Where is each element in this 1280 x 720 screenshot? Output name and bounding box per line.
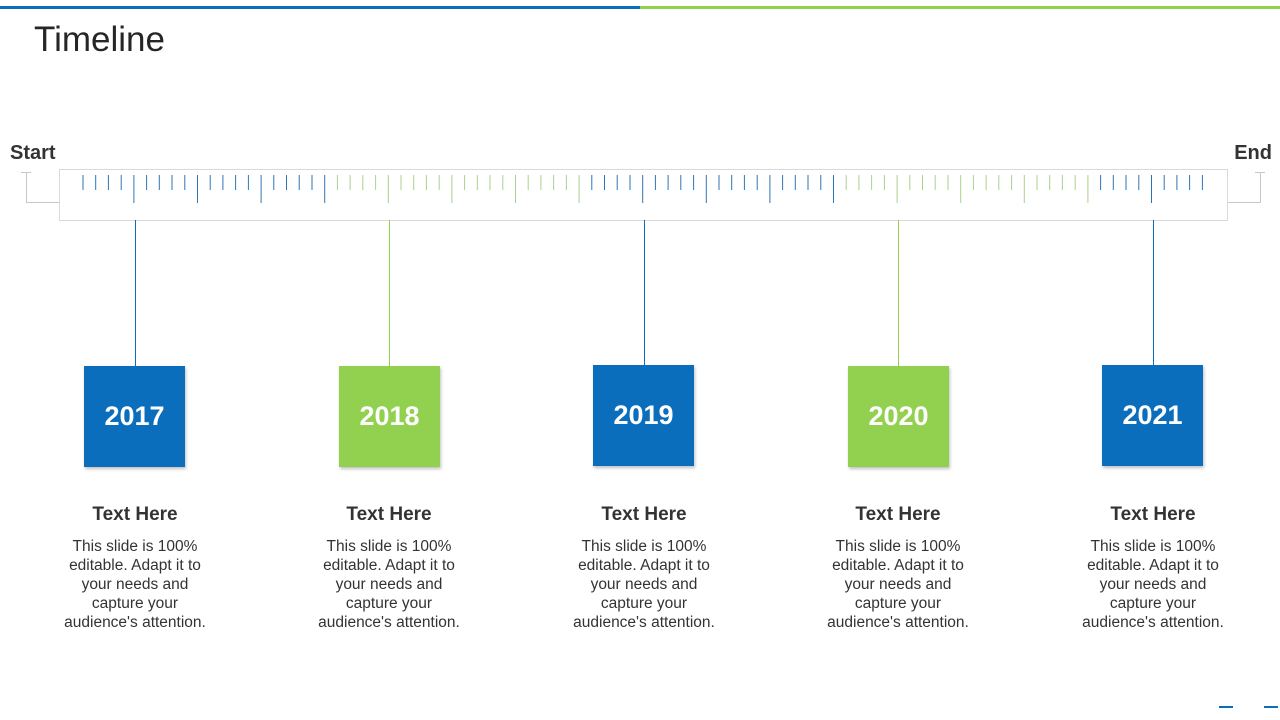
item-heading: Text Here (601, 504, 687, 525)
year-box-2019: 2019 (593, 365, 694, 466)
start-label: Start (10, 142, 56, 164)
end-label: End (1234, 142, 1272, 164)
right-bracket-cap (1255, 172, 1265, 173)
left-bracket (26, 172, 61, 203)
item-description: This slide is 100% editable. Adapt it to… (1082, 538, 1224, 631)
item-description: This slide is 100% editable. Adapt it to… (827, 538, 969, 631)
right-bracket (1226, 172, 1261, 203)
connector-line (389, 220, 390, 366)
year-box-2021: 2021 (1102, 365, 1203, 466)
footer-dash (1264, 706, 1278, 708)
connector-line (898, 220, 899, 366)
item-heading: Text Here (1110, 504, 1196, 525)
item-heading: Text Here (855, 504, 941, 525)
connector-line (644, 220, 645, 366)
timeline-ruler (59, 169, 1228, 221)
page-title: Timeline (34, 20, 165, 59)
item-description: This slide is 100% editable. Adapt it to… (64, 538, 206, 631)
connector-line (135, 220, 136, 366)
footer-dash (1219, 706, 1233, 708)
top-accent-bar-green (640, 6, 1280, 9)
item-description: This slide is 100% editable. Adapt it to… (573, 538, 715, 631)
item-heading: Text Here (92, 504, 178, 525)
item-heading: Text Here (346, 504, 432, 525)
top-accent-bar-blue (0, 6, 640, 9)
connector-line (1153, 220, 1154, 366)
year-box-2018: 2018 (339, 366, 440, 467)
item-description: This slide is 100% editable. Adapt it to… (318, 538, 460, 631)
left-bracket-cap (21, 172, 31, 173)
year-box-2017: 2017 (84, 366, 185, 467)
year-box-2020: 2020 (848, 366, 949, 467)
